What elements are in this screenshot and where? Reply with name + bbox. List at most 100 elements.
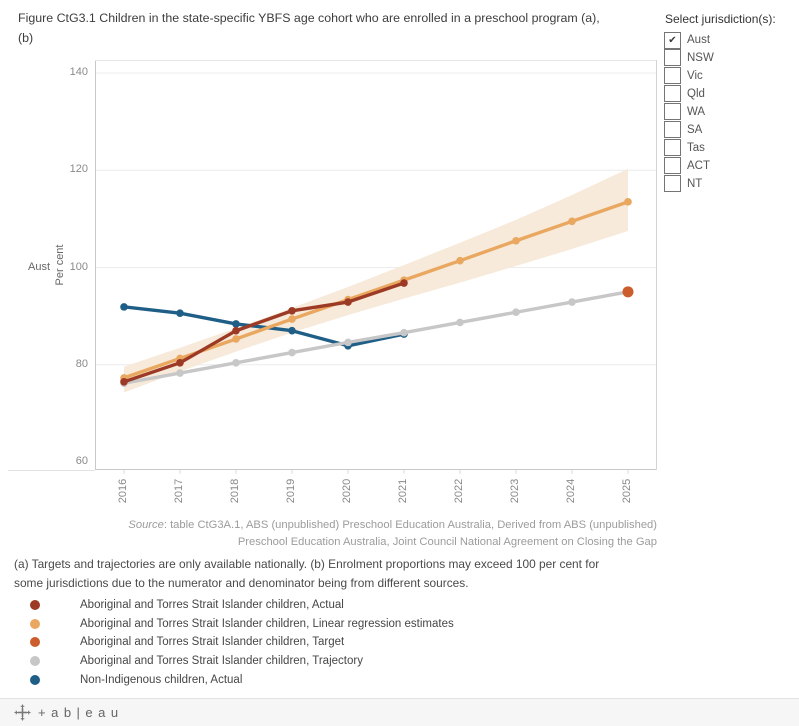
jurisdiction-option-nt[interactable]: NT: [664, 174, 796, 193]
source-line1: Source: table CtG3A.1, ABS (unpublished)…: [17, 517, 657, 534]
checkbox-unchecked[interactable]: [664, 120, 681, 138]
x-axis-tick: 2018: [229, 478, 241, 504]
row-divider: [8, 470, 95, 471]
source-line1-rest: : table CtG3A.1, ABS (unpublished) Presc…: [163, 519, 657, 531]
jurisdiction-option-aust[interactable]: ✔ Aust: [664, 31, 796, 49]
footnote-line1: (a) Targets and trajectories are only av…: [14, 557, 600, 571]
data-point-aboriginal-and-torres-strait-islander-children-linear-regression-estimates[interactable]: [288, 315, 296, 323]
checkbox-unchecked[interactable]: [664, 156, 681, 174]
row-label-aust: Aust: [27, 261, 50, 273]
jurisdiction-option-wa[interactable]: WA: [664, 102, 796, 121]
checkbox-label: Vic: [687, 70, 703, 82]
checkbox-label: SA: [687, 124, 703, 136]
legend-item-aboriginal-and-torres-strait-islander-children-trajectory[interactable]: Aboriginal and Torres Strait Islander ch…: [30, 652, 454, 671]
y-axis-tick: 140: [69, 66, 88, 78]
data-point-non-indigenous-children-actual[interactable]: [232, 320, 240, 328]
check-icon: ✔: [668, 34, 677, 46]
jurisdiction-option-sa[interactable]: SA: [664, 120, 796, 139]
data-point-aboriginal-and-torres-strait-islander-children-actual[interactable]: [120, 377, 128, 386]
legend-item-non-indigenous-children-actual[interactable]: Non-Indigenous children, Actual: [30, 670, 454, 689]
series-line-aboriginal-and-torres-strait-islander-children-actual[interactable]: [122, 281, 406, 384]
checkbox-unchecked[interactable]: [664, 102, 681, 120]
legend-swatch: [30, 637, 40, 648]
tableau-toolbar: +ab|eau: [0, 698, 799, 726]
data-point-aboriginal-and-torres-strait-islander-children-trajectory[interactable]: [568, 298, 576, 306]
data-point-aboriginal-and-torres-strait-islander-children-trajectory[interactable]: [456, 318, 464, 327]
footnote: (a) Targets and trajectories are only av…: [14, 555, 694, 593]
jurisdiction-option-act[interactable]: ACT: [664, 156, 796, 175]
checkbox-label: WA: [687, 106, 706, 118]
data-point-aboriginal-and-torres-strait-islander-children-linear-regression-estimates[interactable]: [624, 198, 632, 206]
checkbox-label: NT: [687, 178, 703, 190]
data-point-aboriginal-and-torres-strait-islander-children-trajectory[interactable]: [176, 369, 184, 377]
data-point-aboriginal-and-torres-strait-islander-children-actual[interactable]: [288, 306, 296, 315]
series-line-aboriginal-and-torres-strait-islander-children-trajectory[interactable]: [122, 290, 630, 385]
checkbox-unchecked[interactable]: [664, 48, 681, 66]
figure-title-line2: (b): [18, 31, 34, 45]
jurisdiction-option-tas[interactable]: Tas: [664, 138, 796, 157]
legend-swatch: [30, 674, 40, 685]
jurisdiction-checklist: ✔ Aust NSW Vic Qld WA SA Tas ACT NT: [664, 31, 796, 193]
figure-title: Figure CtG3.1 Children in the state-spec…: [18, 8, 670, 48]
line-chart[interactable]: [95, 60, 657, 475]
data-point-aboriginal-and-torres-strait-islander-children-actual[interactable]: [232, 326, 240, 335]
checkbox-label: Qld: [687, 88, 705, 100]
legend-label: Aboriginal and Torres Strait Islander ch…: [80, 655, 363, 668]
legend-label: Non-Indigenous children, Actual: [80, 673, 243, 686]
data-point-non-indigenous-children-actual[interactable]: [120, 303, 128, 311]
tableau-wordmark: +ab|eau: [38, 705, 124, 720]
legend-item-aboriginal-and-torres-strait-islander-children-linear-regression-estimates[interactable]: Aboriginal and Torres Strait Islander ch…: [30, 615, 454, 634]
figure-title-line1: Figure CtG3.1 Children in the state-spec…: [18, 11, 600, 25]
data-point-aboriginal-and-torres-strait-islander-children-trajectory[interactable]: [232, 359, 240, 367]
checkbox-checked[interactable]: ✔: [664, 31, 681, 49]
x-axis-tick: 2016: [117, 478, 129, 504]
data-point-non-indigenous-children-actual[interactable]: [288, 326, 296, 335]
y-axis-tick: 100: [69, 260, 88, 273]
data-point-aboriginal-and-torres-strait-islander-children-trajectory[interactable]: [512, 308, 520, 317]
checkbox-unchecked[interactable]: [664, 84, 681, 102]
data-point-aboriginal-and-torres-strait-islander-children-trajectory[interactable]: [344, 338, 352, 347]
checkbox-unchecked[interactable]: [664, 66, 681, 84]
y-axis-tick: 80: [75, 357, 88, 370]
data-point-aboriginal-and-torres-strait-islander-children-actual[interactable]: [400, 279, 408, 287]
checkbox-label: Aust: [687, 34, 711, 46]
checkbox-label: Tas: [687, 142, 705, 154]
data-point-aboriginal-and-torres-strait-islander-children-linear-regression-estimates[interactable]: [568, 217, 576, 226]
legend-item-aboriginal-and-torres-strait-islander-children-target[interactable]: Aboriginal and Torres Strait Islander ch…: [30, 633, 454, 652]
legend-label: Aboriginal and Torres Strait Islander ch…: [80, 617, 454, 630]
jurisdiction-option-nsw[interactable]: NSW: [664, 48, 796, 67]
x-axis-tick: 2024: [565, 478, 577, 504]
jurisdiction-option-vic[interactable]: Vic: [664, 66, 796, 85]
data-point-aboriginal-and-torres-strait-islander-children-linear-regression-estimates[interactable]: [512, 236, 520, 245]
tableau-logo[interactable]: +ab|eau: [14, 704, 124, 721]
y-axis-tick: 60: [75, 455, 88, 467]
checkbox-label: ACT: [687, 160, 710, 172]
x-axis-tick: 2021: [397, 478, 409, 504]
data-point-aboriginal-and-torres-strait-islander-children-trajectory[interactable]: [288, 348, 296, 357]
confidence-band: [124, 168, 628, 393]
x-axis-tick: 2022: [453, 478, 465, 504]
source-word: Source: [128, 519, 164, 531]
source-note: Source: table CtG3A.1, ABS (unpublished)…: [17, 517, 657, 551]
y-axis-tick: 120: [69, 163, 88, 176]
legend: Aboriginal and Torres Strait Islander ch…: [30, 596, 454, 689]
x-axis-tick: 2020: [341, 478, 353, 504]
checkbox-unchecked[interactable]: [664, 174, 681, 192]
filter-label: Select jurisdiction(s):: [665, 12, 776, 26]
x-axis-tick: 2019: [285, 478, 297, 504]
data-point-aboriginal-and-torres-strait-islander-children-actual[interactable]: [176, 359, 184, 367]
legend-item-aboriginal-and-torres-strait-islander-children-actual[interactable]: Aboriginal and Torres Strait Islander ch…: [30, 596, 454, 615]
legend-label: Aboriginal and Torres Strait Islander ch…: [80, 599, 344, 612]
checkbox-unchecked[interactable]: [664, 138, 681, 156]
data-point-aboriginal-and-torres-strait-islander-children-linear-regression-estimates[interactable]: [456, 256, 464, 265]
footnote-line2: some jurisdictions due to the numerator …: [14, 576, 469, 590]
data-point-aboriginal-and-torres-strait-islander-children-target[interactable]: [622, 286, 634, 298]
data-point-aboriginal-and-torres-strait-islander-children-trajectory[interactable]: [400, 328, 408, 337]
legend-swatch: [30, 618, 40, 629]
data-point-non-indigenous-children-actual[interactable]: [176, 309, 184, 318]
data-point-aboriginal-and-torres-strait-islander-children-actual[interactable]: [344, 298, 352, 306]
jurisdiction-option-qld[interactable]: Qld: [664, 84, 796, 103]
x-axis-tick: 2023: [509, 478, 521, 504]
data-point-aboriginal-and-torres-strait-islander-children-linear-regression-estimates[interactable]: [232, 335, 240, 343]
